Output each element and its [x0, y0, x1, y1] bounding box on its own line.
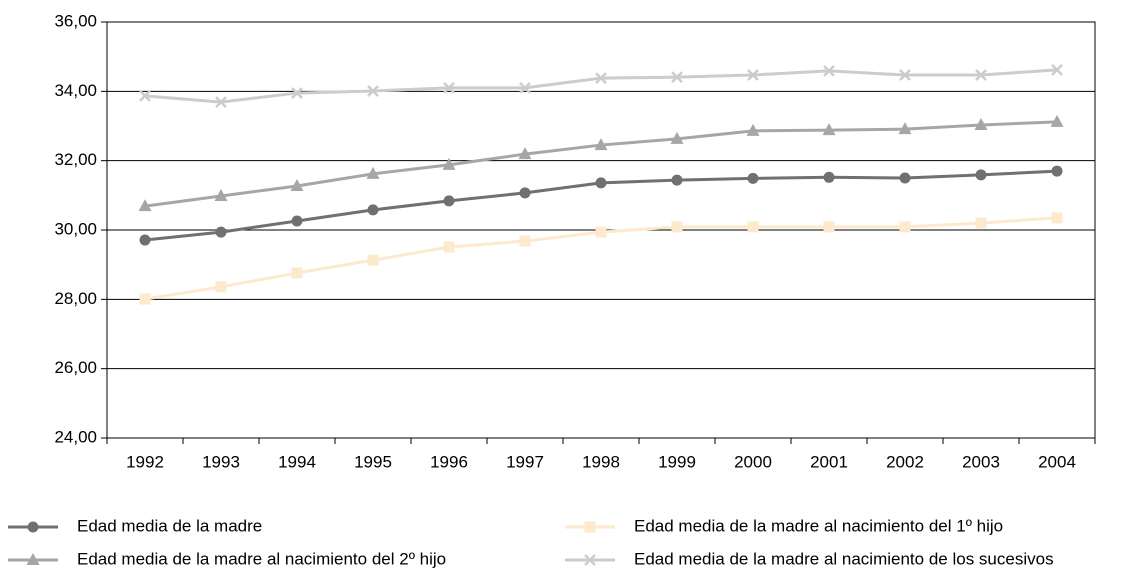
marker — [899, 69, 911, 81]
x-tick-label: 2003 — [962, 452, 1000, 471]
marker — [442, 157, 456, 170]
legend-item: Edad media de la madre al nacimiento del… — [8, 549, 446, 568]
series — [139, 165, 1063, 246]
marker — [215, 281, 227, 293]
marker — [290, 178, 304, 191]
marker — [671, 221, 683, 233]
marker — [899, 221, 911, 233]
marker — [367, 204, 379, 216]
marker — [595, 72, 607, 85]
y-tick-label: 32,00 — [54, 150, 97, 169]
y-tick-label: 34,00 — [54, 81, 97, 100]
x-tick-label: 1992 — [126, 452, 164, 471]
marker — [367, 254, 379, 266]
marker — [975, 169, 987, 181]
marker — [291, 87, 303, 99]
marker — [595, 177, 607, 189]
y-tick-label: 36,00 — [54, 11, 97, 30]
marker — [139, 234, 151, 246]
marker — [747, 172, 759, 184]
marker — [746, 123, 760, 136]
legend-label: Edad media de la madre al nacimiento del… — [77, 549, 446, 568]
marker — [214, 189, 228, 202]
marker — [671, 174, 683, 186]
y-tick-label: 26,00 — [54, 358, 97, 377]
marker — [443, 241, 455, 253]
legend-marker — [27, 521, 39, 533]
marker — [443, 81, 455, 94]
marker — [822, 123, 836, 136]
marker — [215, 96, 227, 108]
marker — [823, 221, 835, 233]
marker — [519, 187, 531, 199]
legend-label: Edad media de la madre al nacimiento del… — [634, 516, 1003, 535]
series — [139, 63, 1063, 108]
marker — [594, 138, 608, 151]
y-tick-label: 30,00 — [54, 219, 97, 238]
x-tick-label: 2001 — [810, 452, 848, 471]
x-tick-label: 1999 — [658, 452, 696, 471]
series-line — [144, 68, 1058, 104]
marker — [898, 122, 912, 135]
marker — [1051, 165, 1063, 177]
marker — [291, 267, 303, 279]
marker — [1050, 114, 1064, 127]
marker — [747, 69, 759, 81]
marker — [670, 131, 684, 144]
marker — [139, 89, 151, 102]
x-tick-label: 1993 — [202, 452, 240, 471]
legend-marker — [26, 553, 40, 565]
marker — [974, 117, 988, 130]
legend-item: Edad media de la madre — [8, 516, 262, 535]
marker — [671, 71, 683, 84]
x-tick-label: 1994 — [278, 452, 316, 471]
marker — [366, 166, 380, 179]
x-tick-label: 2002 — [886, 452, 924, 471]
marker — [1051, 212, 1063, 224]
legend-marker — [584, 554, 596, 566]
marker — [139, 293, 151, 305]
legend-item: Edad media de la madre al nacimiento de … — [565, 549, 1054, 568]
y-tick-label: 24,00 — [54, 427, 97, 446]
marker — [899, 172, 911, 184]
marker — [443, 195, 455, 207]
marker — [975, 217, 987, 229]
series — [139, 212, 1063, 305]
plot-frame — [106, 21, 1096, 439]
marker — [519, 81, 531, 94]
marker — [1051, 63, 1063, 76]
x-tick-label: 1998 — [582, 452, 620, 471]
marker — [291, 215, 303, 227]
marker — [747, 221, 759, 233]
marker — [519, 235, 531, 247]
x-tick-label: 1996 — [430, 452, 468, 471]
marker — [138, 199, 152, 212]
marker — [367, 85, 379, 97]
marker — [975, 69, 987, 81]
marker — [823, 64, 835, 77]
marker — [595, 226, 607, 238]
y-tick-label: 28,00 — [54, 289, 97, 308]
x-tick-label: 1995 — [354, 452, 392, 471]
x-tick-label: 2004 — [1038, 452, 1076, 471]
marker — [215, 226, 227, 238]
legend-item: Edad media de la madre al nacimiento del… — [565, 516, 1003, 535]
x-tick-label: 2000 — [734, 452, 772, 471]
legend-label: Edad media de la madre al nacimiento de … — [634, 549, 1054, 568]
marker — [518, 147, 532, 160]
series — [138, 114, 1064, 212]
marker — [823, 171, 835, 183]
x-tick-label: 1997 — [506, 452, 544, 471]
series-line — [144, 120, 1058, 208]
legend-label: Edad media de la madre — [77, 516, 262, 535]
legend-marker — [584, 521, 596, 533]
